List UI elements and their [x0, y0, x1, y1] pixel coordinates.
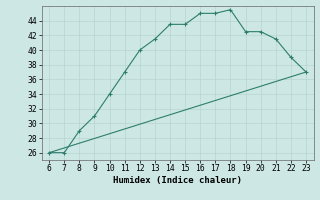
X-axis label: Humidex (Indice chaleur): Humidex (Indice chaleur) [113, 176, 242, 185]
